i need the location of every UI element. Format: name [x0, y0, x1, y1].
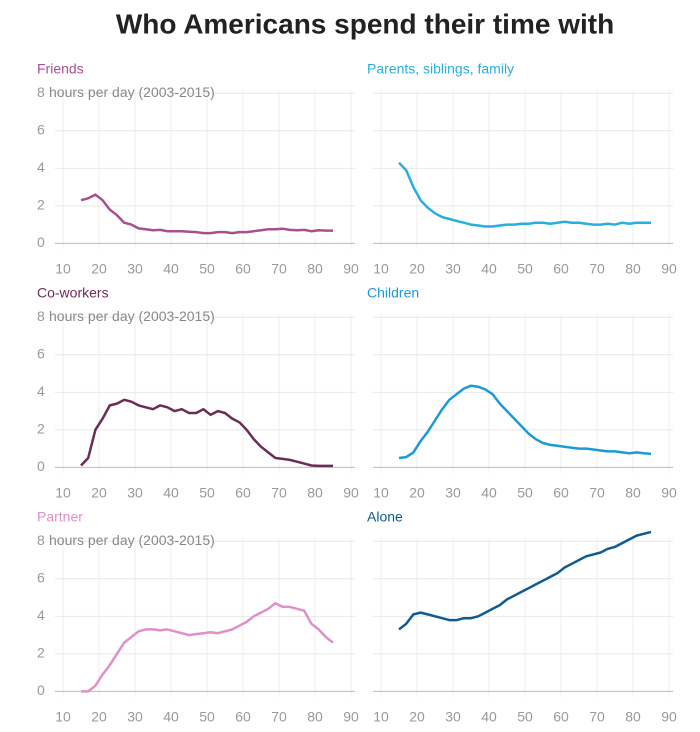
x-tick-label: 30 [127, 709, 143, 725]
y-tick-label: 8 [37, 532, 45, 548]
x-tick-label: 20 [409, 485, 425, 501]
x-tick-label: 60 [553, 485, 569, 501]
x-tick-label: 70 [271, 261, 287, 277]
x-tick-label: 30 [445, 709, 461, 725]
x-tick-label: 40 [481, 709, 497, 725]
x-tick-label: 50 [199, 261, 215, 277]
x-tick-label: 20 [91, 485, 107, 501]
y-tick-label: 8 [37, 308, 45, 324]
line [398, 384, 652, 460]
x-tick-label: 80 [307, 709, 323, 725]
x-tick-label: 40 [481, 261, 497, 277]
x-tick-label: 50 [199, 485, 215, 501]
x-tick-label: 40 [163, 485, 179, 501]
y-tick-label: 6 [37, 345, 45, 361]
chart-title: Who Americans spend their time with [116, 8, 614, 39]
x-tick-label: 50 [517, 261, 533, 277]
x-tick-label: 60 [553, 709, 569, 725]
x-tick-label: 90 [343, 261, 359, 277]
y-tick-label: 8 [37, 84, 45, 100]
y-tick-label: 4 [37, 607, 45, 623]
y-tick-label: 2 [37, 421, 45, 437]
x-tick-label: 90 [661, 709, 677, 725]
y-tick-label: 0 [37, 234, 45, 250]
x-tick-label: 10 [55, 709, 71, 725]
panel-title: Partner [37, 509, 83, 525]
x-tick-label: 20 [91, 261, 107, 277]
y-tick-label: 6 [37, 569, 45, 585]
x-tick-label: 20 [409, 709, 425, 725]
x-tick-label: 10 [373, 709, 389, 725]
y-tick-label: 2 [37, 197, 45, 213]
x-tick-label: 80 [307, 261, 323, 277]
x-tick-label: 60 [553, 261, 569, 277]
x-tick-label: 40 [163, 261, 179, 277]
y-tick-label: 4 [37, 159, 45, 175]
line [80, 193, 333, 235]
line [81, 601, 334, 693]
x-tick-label: 90 [343, 709, 359, 725]
x-tick-label: 20 [409, 261, 425, 277]
panel-title: Parents, siblings, family [367, 61, 514, 77]
panel-title: Children [367, 285, 419, 301]
x-tick-label: 80 [625, 709, 641, 725]
panel-title: Alone [367, 509, 403, 525]
x-tick-label: 10 [373, 261, 389, 277]
y-tick-label: 0 [37, 458, 45, 474]
x-tick-label: 80 [307, 485, 323, 501]
y-axis-label: hours per day (2003-2015) [49, 84, 215, 100]
panel-title: Friends [37, 61, 84, 77]
x-tick-label: 30 [445, 485, 461, 501]
x-tick-label: 70 [271, 709, 287, 725]
line [398, 161, 651, 228]
x-tick-label: 50 [517, 709, 533, 725]
line [80, 398, 333, 468]
x-tick-label: 40 [163, 709, 179, 725]
y-tick-label: 2 [37, 645, 45, 661]
x-tick-label: 60 [235, 709, 251, 725]
x-tick-label: 20 [91, 709, 107, 725]
x-tick-label: 70 [589, 261, 605, 277]
x-tick-label: 90 [343, 485, 359, 501]
x-tick-label: 30 [127, 485, 143, 501]
x-tick-label: 70 [271, 485, 287, 501]
panel-title: Co-workers [37, 285, 109, 301]
x-tick-label: 10 [55, 485, 71, 501]
x-tick-label: 90 [661, 261, 677, 277]
x-tick-label: 70 [589, 485, 605, 501]
x-tick-label: 30 [445, 261, 461, 277]
x-tick-label: 40 [481, 485, 497, 501]
x-tick-label: 70 [589, 709, 605, 725]
x-tick-label: 60 [235, 261, 251, 277]
x-tick-label: 60 [235, 485, 251, 501]
x-tick-label: 50 [199, 709, 215, 725]
line [398, 530, 652, 631]
y-axis-label: hours per day (2003-2015) [49, 308, 215, 324]
x-tick-label: 10 [373, 485, 389, 501]
y-axis-label: hours per day (2003-2015) [49, 532, 215, 548]
x-tick-label: 80 [625, 261, 641, 277]
x-tick-label: 50 [517, 485, 533, 501]
x-tick-label: 30 [127, 261, 143, 277]
x-tick-label: 10 [55, 261, 71, 277]
y-tick-label: 0 [37, 682, 45, 698]
y-tick-label: 4 [37, 383, 45, 399]
x-tick-label: 90 [661, 485, 677, 501]
y-tick-label: 6 [37, 121, 45, 137]
x-tick-label: 80 [625, 485, 641, 501]
